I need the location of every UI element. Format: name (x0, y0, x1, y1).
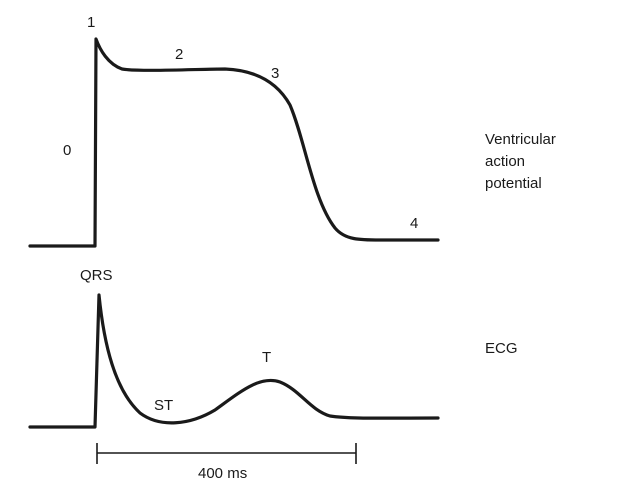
t-label: T (262, 349, 271, 366)
phase-label-4: 4 (410, 215, 418, 232)
action-potential-title-line-2: action (485, 153, 525, 170)
qrs-label: QRS (80, 267, 113, 284)
phase-label-0: 0 (63, 142, 71, 159)
phase-label-3: 3 (271, 65, 279, 82)
time-scale-label: 400 ms (198, 465, 247, 482)
action-potential-title-line-1: Ventricular (485, 131, 556, 148)
time-scale-bar (96, 443, 357, 464)
action-potential-title-line-3: potential (485, 175, 542, 192)
phase-label-1: 1 (87, 14, 95, 31)
st-label: ST (154, 397, 173, 414)
ecg-curve (28, 293, 440, 429)
ecg-title: ECG (485, 340, 518, 357)
action-potential-curve (28, 37, 440, 248)
phase-label-2: 2 (175, 46, 183, 63)
